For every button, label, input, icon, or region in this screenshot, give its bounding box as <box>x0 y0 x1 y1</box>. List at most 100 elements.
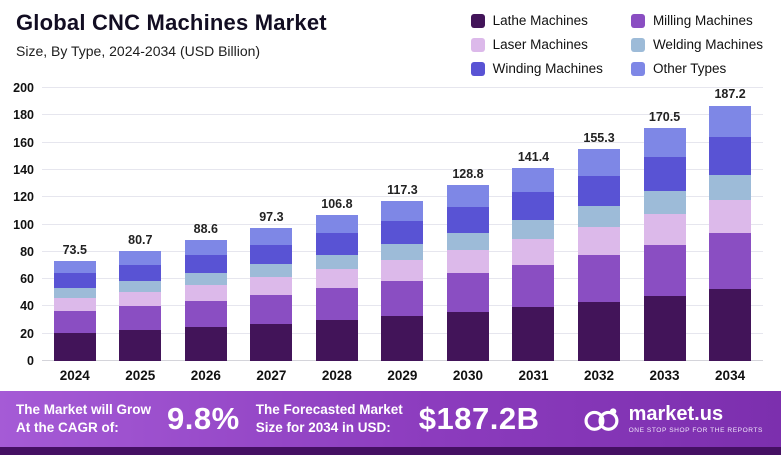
y-axis: 0 20 40 60 80 100 120 140 160 180 200 <box>8 81 42 368</box>
segment-winding-machines-2028 <box>315 233 358 255</box>
segment-lathe-machines-2025 <box>119 330 162 361</box>
x-axis-labels: 2024 2025 2026 2027 2028 2029 2030 2031 2032 2033… <box>42 361 763 389</box>
segment-laser-machines-2034 <box>709 200 752 234</box>
y-tick-label: 140 <box>13 162 34 177</box>
y-tick-label: 180 <box>13 108 34 123</box>
x-label-2031: 2031 <box>518 368 549 383</box>
bar-stack-2024 <box>53 260 96 361</box>
chart-header: Global CNC Machines Market Size, By Type… <box>0 0 781 80</box>
bar-stack-2032 <box>578 149 621 361</box>
gridline-120 <box>42 196 763 198</box>
segment-other-types-2027 <box>250 228 293 246</box>
segment-winding-machines-2034 <box>709 137 752 175</box>
segment-laser-machines-2024 <box>53 297 96 311</box>
cagr-label-line2: At the CAGR of: <box>16 420 119 435</box>
x-label-2034: 2034 <box>715 368 746 383</box>
segment-laser-machines-2028 <box>315 269 358 289</box>
segment-milling-machines-2034 <box>709 233 752 290</box>
segment-winding-machines-2029 <box>381 221 424 245</box>
segment-lathe-machines-2024 <box>53 332 96 361</box>
marketus-logo-icon <box>584 408 619 431</box>
segment-other-types-2032 <box>578 149 621 176</box>
legend-label: Laser Machines <box>492 37 588 52</box>
plot-area: 73.5 80.7 88.6 97.3 106.8 117.3 128.8 141.4 155.… <box>42 87 763 361</box>
y-tick-label: 40 <box>20 299 34 314</box>
logo-tagline: ONE STOP SHOP FOR THE REPORTS <box>628 427 763 434</box>
bar-total-label-2029: 117.3 <box>387 182 418 197</box>
page-title: Global CNC Machines Market <box>16 10 327 35</box>
legend-label: Milling Machines <box>652 13 753 28</box>
bar-stack-2026 <box>184 240 227 361</box>
legend-swatch-icon <box>630 37 645 52</box>
marketus-logo: market.us ONE STOP SHOP FOR THE REPORTS <box>582 404 763 434</box>
legend-item-lathe-machines: Lathe Machines <box>470 13 603 28</box>
segment-lathe-machines-2032 <box>578 301 621 361</box>
segment-milling-machines-2030 <box>446 273 489 312</box>
segment-milling-machines-2028 <box>315 288 358 321</box>
segment-laser-machines-2033 <box>643 214 686 245</box>
title-block: Global CNC Machines Market Size, By Type… <box>16 10 327 59</box>
segment-other-types-2030 <box>446 185 489 208</box>
legend-label: Winding Machines <box>492 61 603 76</box>
segment-other-types-2024 <box>53 260 96 273</box>
segment-other-types-2029 <box>381 200 424 222</box>
segment-welding-machines-2033 <box>643 191 686 215</box>
chart-plot-row: 0 20 40 60 80 100 120 140 160 180 200 73.5 80.7 88.6… <box>8 81 763 368</box>
forecast-label-line2: Size for 2034 in USD: <box>255 420 391 435</box>
segment-winding-machines-2024 <box>53 273 96 288</box>
x-label-2025: 2025 <box>125 368 156 383</box>
y-tick-label: 120 <box>13 190 34 205</box>
legend-swatch-icon <box>470 61 485 76</box>
bar-total-label-2033: 170.5 <box>648 110 681 125</box>
bar-2030: 128.8 <box>446 88 489 361</box>
legend-label: Welding Machines <box>652 37 763 52</box>
bar-2025: 80.7 <box>119 88 162 361</box>
segment-lathe-machines-2031 <box>512 306 555 361</box>
bar-total-label-2032: 155.3 <box>583 131 615 146</box>
bar-2027: 97.3 <box>250 88 293 361</box>
segment-other-types-2034 <box>709 105 752 138</box>
bar-total-label-2034: 187.2 <box>714 87 746 102</box>
segment-other-types-2026 <box>184 240 227 256</box>
x-label-2033: 2033 <box>649 368 680 383</box>
segment-welding-machines-2024 <box>53 287 96 298</box>
segment-laser-machines-2026 <box>184 284 227 301</box>
bar-stack-2030 <box>446 185 489 361</box>
x-label-2029: 2029 <box>387 368 418 383</box>
segment-lathe-machines-2027 <box>250 323 293 361</box>
segment-lathe-machines-2028 <box>315 320 358 361</box>
cagr-value: 9.8% <box>167 401 240 436</box>
segment-winding-machines-2027 <box>250 245 293 265</box>
x-label-2024: 2024 <box>59 368 90 383</box>
page-subtitle: Size, By Type, 2024-2034 (USD Billion) <box>16 43 261 59</box>
bar-2034: 187.2 <box>709 87 752 361</box>
bar-2026: 88.6 <box>184 88 227 361</box>
bar-total-label-2025: 80.7 <box>128 232 153 247</box>
bar-2029: 117.3 <box>381 88 424 361</box>
bar-total-label-2030: 128.8 <box>452 167 484 182</box>
legend-item-welding-machines: Welding Machines <box>630 37 763 52</box>
gridline-180 <box>42 114 763 116</box>
bar-2024: 73.5 <box>53 88 96 361</box>
segment-winding-machines-2025 <box>119 264 162 281</box>
bar-2031: 141.4 <box>512 88 555 361</box>
x-label-2028: 2028 <box>321 368 352 383</box>
bar-stack-2027 <box>250 228 293 361</box>
bar-stack-2028 <box>315 215 358 361</box>
forecast-label-line1: The Forecasted Market <box>255 402 403 418</box>
chart-legend: Lathe Machines Milling Machines Laser Mach… <box>470 10 767 76</box>
bar-stack-2025 <box>119 250 162 361</box>
segment-laser-machines-2025 <box>119 291 162 306</box>
bar-total-label-2027: 97.3 <box>259 210 284 225</box>
legend-swatch-icon <box>470 13 485 28</box>
segment-milling-machines-2024 <box>53 310 96 333</box>
gridline-140 <box>42 168 763 170</box>
segment-winding-machines-2030 <box>446 207 489 233</box>
legend-item-other-types: Other Types <box>630 61 763 76</box>
segment-milling-machines-2026 <box>184 300 227 328</box>
y-tick-label: 0 <box>27 354 34 368</box>
bar-stack-2034 <box>709 105 752 361</box>
segment-welding-machines-2032 <box>578 206 621 228</box>
bar-stack-2031 <box>512 168 555 361</box>
